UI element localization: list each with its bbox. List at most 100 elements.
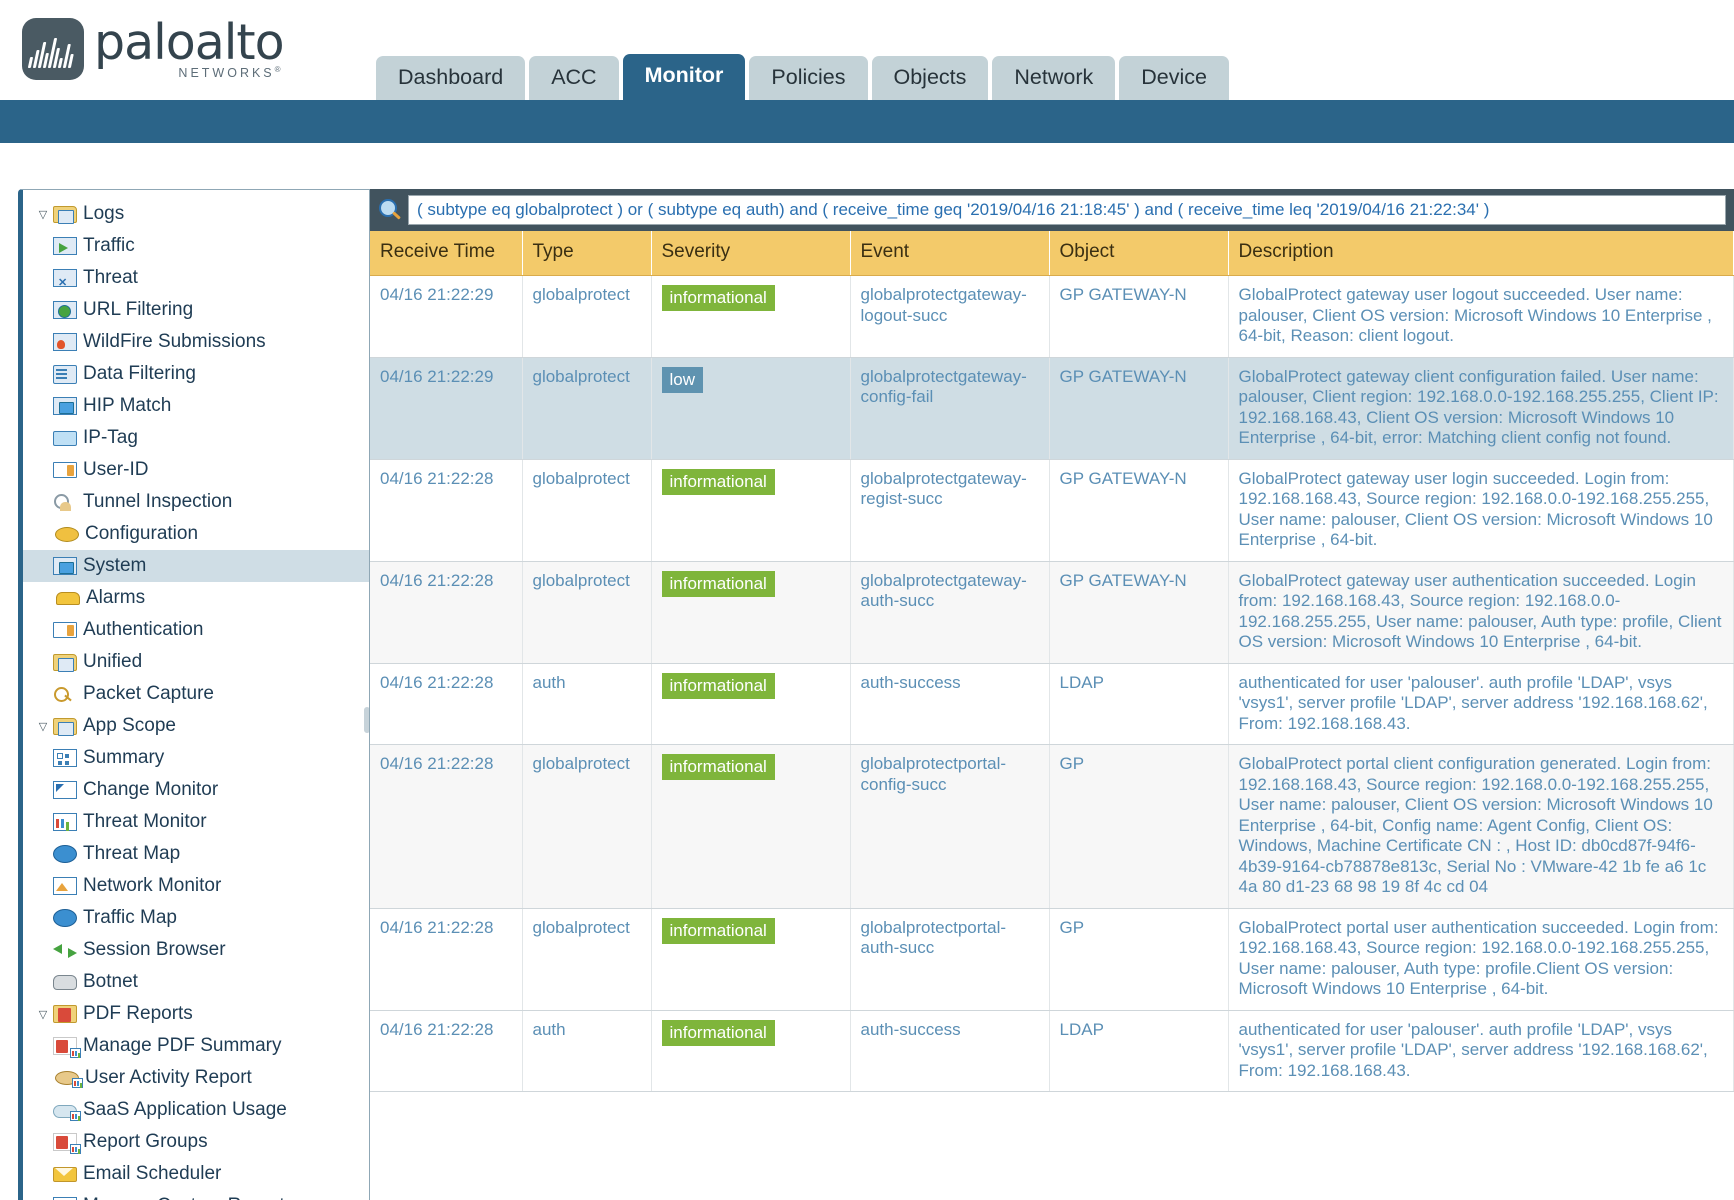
- sidebar-item-summary[interactable]: Summary: [23, 742, 369, 774]
- column-header-object[interactable]: Object: [1049, 231, 1229, 276]
- sidebar-item-manage-pdf-summary[interactable]: Manage PDF Summary: [23, 1030, 369, 1062]
- threat-map-icon: [53, 845, 77, 863]
- sidebar-item-threat-monitor[interactable]: Threat Monitor: [23, 806, 369, 838]
- sidebar-item-label: Configuration: [85, 523, 199, 544]
- sidebar-item-pdf-reports[interactable]: ▽ PDF Reports: [23, 998, 369, 1030]
- cell-event: globalprotectgateway-auth-succ: [850, 561, 1050, 664]
- sidebar-item-user-id[interactable]: User-ID: [23, 454, 369, 486]
- sidebar-item-threat[interactable]: Threat: [23, 262, 369, 294]
- sidebar-item-threat-map[interactable]: Threat Map: [23, 838, 369, 870]
- sidebar-item-report-groups[interactable]: Report Groups: [23, 1126, 369, 1158]
- sidebar-item-system[interactable]: System: [23, 550, 369, 582]
- tab-monitor[interactable]: Monitor: [622, 54, 746, 100]
- table-header-row: Receive Time Type Severity Event Object …: [370, 231, 1734, 276]
- sidebar-item-manage-custom-reports[interactable]: Manage Custom Reports: [23, 1190, 369, 1200]
- sidebar-item-label: Packet Capture: [83, 683, 214, 704]
- table-row[interactable]: 04/16 21:22:29 globalprotect informational…: [370, 275, 1734, 358]
- sidebar-item-data-filtering[interactable]: Data Filtering: [23, 358, 369, 390]
- sidebar-item-logs[interactable]: ▽ Logs: [23, 198, 369, 230]
- sidebar-item-unified[interactable]: Unified: [23, 646, 369, 678]
- cell-receive-time: 04/16 21:22:28: [370, 663, 523, 745]
- change-monitor-icon: [53, 781, 77, 799]
- table-row[interactable]: 04/16 21:22:28 globalprotect informational…: [370, 459, 1734, 562]
- tab-network[interactable]: Network: [992, 56, 1116, 100]
- sidebar-item-wildfire-submissions[interactable]: WildFire Submissions: [23, 326, 369, 358]
- tab-dashboard[interactable]: Dashboard: [376, 56, 526, 100]
- sidebar-item-label: PDF Reports: [83, 1003, 193, 1024]
- paloalto-logo: paloalto NETWORKS®: [22, 18, 285, 81]
- cell-description: authenticated for user 'palouser'. auth …: [1228, 1010, 1734, 1092]
- tab-acc[interactable]: ACC: [529, 56, 619, 100]
- threat-log-icon: [53, 269, 77, 289]
- status-badge: informational: [661, 285, 775, 311]
- sidebar-item-tunnel-inspection[interactable]: Tunnel Inspection: [23, 486, 369, 518]
- sidebar-item-label: Manage PDF Summary: [83, 1035, 282, 1056]
- cell-receive-time: 04/16 21:22:29: [370, 275, 523, 358]
- sidebar-item-authentication[interactable]: Authentication: [23, 614, 369, 646]
- cell-type: globalprotect: [522, 744, 652, 909]
- chevron-down-icon[interactable]: ▽: [38, 208, 48, 221]
- sidebar-item-change-monitor[interactable]: Change Monitor: [23, 774, 369, 806]
- sidebar-item-ip-tag[interactable]: IP-Tag: [23, 422, 369, 454]
- manage-pdf-summary-icon: [53, 1037, 81, 1058]
- status-badge: low: [661, 366, 704, 393]
- mini-chart-icon: [70, 1111, 81, 1121]
- column-header-type[interactable]: Type: [522, 231, 652, 276]
- sidebar-item-session-browser[interactable]: Session Browser: [23, 934, 369, 966]
- sidebar-item-network-monitor[interactable]: Network Monitor: [23, 870, 369, 902]
- sidebar-item-alarms[interactable]: Alarms: [23, 582, 369, 614]
- saas-usage-icon: [53, 1105, 81, 1121]
- sidebar-item-packet-capture[interactable]: Packet Capture: [23, 678, 369, 710]
- column-header-receive-time[interactable]: Receive Time: [370, 231, 523, 276]
- table-row[interactable]: 04/16 21:22:28 globalprotect informational…: [370, 908, 1734, 1011]
- table-row[interactable]: 04/16 21:22:29 globalprotect low globalprot…: [370, 357, 1734, 460]
- content-area: ▽ Logs Traffic Threat URL Filtering WildFire …: [0, 189, 1734, 1200]
- sidebar-item-configuration[interactable]: Configuration: [23, 518, 369, 550]
- search-icon[interactable]: [378, 198, 402, 222]
- sidebar-item-label: Session Browser: [83, 939, 226, 960]
- chevron-down-icon[interactable]: ▽: [38, 720, 48, 733]
- sidebar-item-email-scheduler[interactable]: Email Scheduler: [23, 1158, 369, 1190]
- tab-objects[interactable]: Objects: [871, 56, 989, 100]
- log-filter-input[interactable]: ( subtype eq globalprotect ) or ( subtyp…: [408, 195, 1726, 225]
- sidebar-item-label: URL Filtering: [83, 299, 194, 320]
- sidebar-item-label: User Activity Report: [85, 1067, 252, 1088]
- tab-device[interactable]: Device: [1119, 56, 1229, 100]
- sidebar-item-label: Data Filtering: [83, 363, 196, 384]
- table-row[interactable]: 04/16 21:22:28 auth informational auth-succ…: [370, 663, 1734, 745]
- cell-receive-time: 04/16 21:22:28: [370, 459, 523, 562]
- sidebar-item-app-scope[interactable]: ▽ App Scope: [23, 710, 369, 742]
- cell-severity: informational: [651, 908, 851, 1011]
- column-header-event[interactable]: Event: [850, 231, 1050, 276]
- cell-receive-time: 04/16 21:22:28: [370, 1010, 523, 1092]
- sidebar-resize-handle[interactable]: [364, 706, 369, 733]
- table-row[interactable]: 04/16 21:22:28 globalprotect informational…: [370, 561, 1734, 664]
- column-header-severity[interactable]: Severity: [651, 231, 851, 276]
- sidebar-item-hip-match[interactable]: HIP Match: [23, 390, 369, 422]
- monitor-sidebar-tree[interactable]: ▽ Logs Traffic Threat URL Filtering WildFire …: [18, 189, 370, 1200]
- cell-type: globalprotect: [522, 459, 652, 562]
- sidebar-item-label: App Scope: [83, 715, 176, 736]
- sidebar-item-user-activity-report[interactable]: User Activity Report: [23, 1062, 369, 1094]
- sidebar-item-label: Threat Monitor: [83, 811, 207, 832]
- sidebar-item-traffic-map[interactable]: Traffic Map: [23, 902, 369, 934]
- cell-object: LDAP: [1049, 1010, 1229, 1092]
- cell-description: GlobalProtect portal user authentication…: [1228, 908, 1734, 1011]
- brand-subtitle: NETWORKS®: [94, 65, 284, 80]
- cell-severity: informational: [651, 1010, 851, 1092]
- column-header-description[interactable]: Description: [1228, 231, 1734, 276]
- summary-icon: [53, 749, 77, 767]
- sidebar-item-traffic[interactable]: Traffic: [23, 230, 369, 262]
- sidebar-item-saas-application-usage[interactable]: SaaS Application Usage: [23, 1094, 369, 1126]
- sidebar-item-botnet[interactable]: Botnet: [23, 966, 369, 998]
- table-row[interactable]: 04/16 21:22:28 globalprotect informational…: [370, 744, 1734, 909]
- status-badge: informational: [661, 1019, 775, 1046]
- sidebar-item-label: Threat Map: [83, 843, 181, 864]
- sidebar-item-url-filtering[interactable]: URL Filtering: [23, 294, 369, 326]
- unified-log-icon: [53, 653, 77, 672]
- chevron-down-icon[interactable]: ▽: [38, 1008, 48, 1021]
- table-row[interactable]: 04/16 21:22:28 auth informational auth-succ…: [370, 1010, 1734, 1092]
- tunnel-inspection-icon: [53, 493, 77, 511]
- tab-policies[interactable]: Policies: [749, 56, 868, 100]
